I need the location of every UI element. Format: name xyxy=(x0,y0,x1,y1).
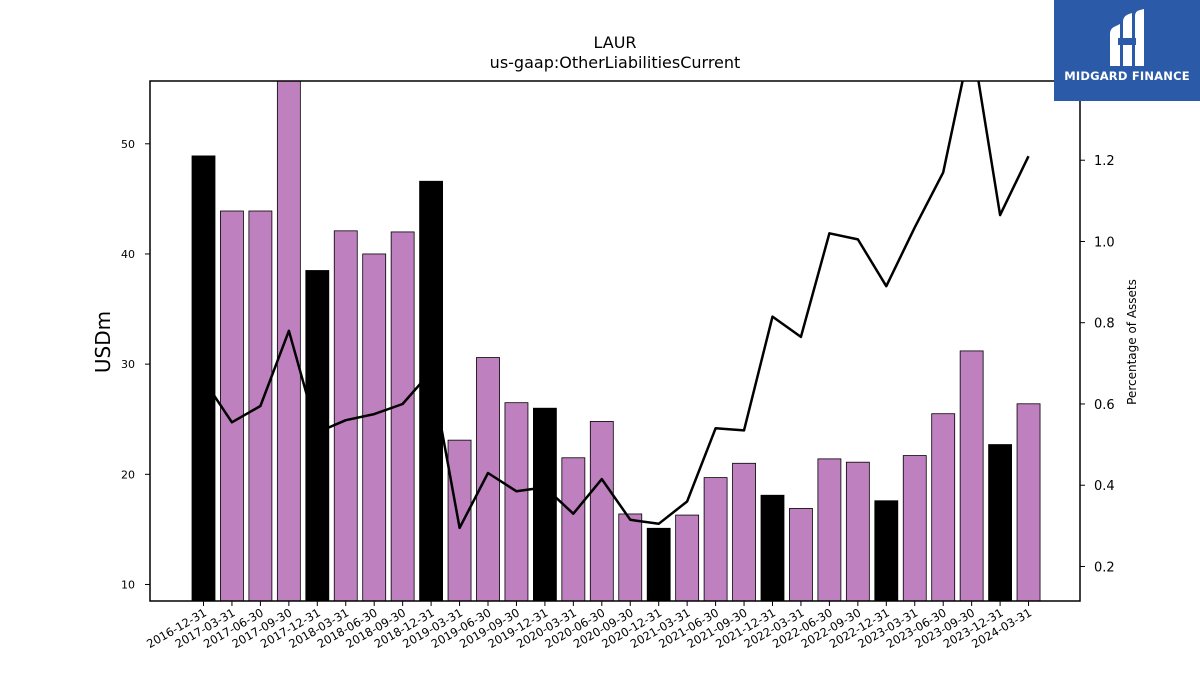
bar-2023-03-31 xyxy=(902,455,927,601)
bar-2024-03-31 xyxy=(1016,403,1041,601)
bar-2021-06-30 xyxy=(703,477,728,601)
midgard-logo-icon xyxy=(1110,9,1144,66)
y-axis-left: 10 20 30 40 50 xyxy=(121,138,150,591)
y2-tick-label: 1.2 xyxy=(1094,154,1115,169)
y2-axis-label: Percentage of Assets xyxy=(1125,279,1139,405)
bar-2022-09-30 xyxy=(845,461,870,601)
y-axis-right: 0.2 0.4 0.6 0.8 1.0 1.2 xyxy=(1080,154,1115,575)
percentage-line xyxy=(202,81,1030,530)
bar-2020-03-31 xyxy=(561,457,586,601)
bar-2018-03-31 xyxy=(333,230,358,601)
bar-2018-06-30 xyxy=(362,253,387,601)
y-tick-label: 30 xyxy=(121,358,135,371)
bar-2021-03-31 xyxy=(675,514,700,601)
bar-2018-09-30 xyxy=(390,231,415,601)
y-tick-label: 50 xyxy=(121,138,135,151)
y-tick-label: 40 xyxy=(121,248,135,261)
y2-tick-label: 0.6 xyxy=(1094,398,1115,413)
bar-2023-12-31 xyxy=(988,444,1012,601)
logo-text: MIDGARD FINANCE xyxy=(1064,69,1190,83)
bar-2022-12-31 xyxy=(874,500,899,601)
y2-tick-label: 0.4 xyxy=(1094,479,1115,494)
y-tick-label: 20 xyxy=(121,468,135,481)
bar-2022-03-31 xyxy=(789,508,813,601)
bar-2019-12-31 xyxy=(533,407,557,601)
bar-2016-12-31 xyxy=(191,155,216,601)
bar-2023-09-30 xyxy=(959,350,984,601)
y2-tick-label: 0.2 xyxy=(1094,560,1115,575)
bar-2020-12-31 xyxy=(646,527,671,601)
bar-2019-03-31 xyxy=(447,439,472,601)
bar-2017-09-30 xyxy=(276,81,301,601)
bar-2017-03-31 xyxy=(220,210,244,601)
bar-2021-12-31 xyxy=(760,494,785,601)
plot-frame xyxy=(149,80,1081,602)
bar-2019-09-30 xyxy=(504,402,529,601)
y-tick-label: 10 xyxy=(121,578,135,591)
bar-2020-09-30 xyxy=(618,513,643,601)
y2-tick-label: 0.8 xyxy=(1094,317,1115,332)
line-group xyxy=(202,81,1030,530)
chart-subtitle: us-gaap:OtherLiabilitiesCurrent xyxy=(490,53,741,72)
chart-title: LAUR xyxy=(593,33,636,52)
bar-2017-12-31 xyxy=(305,270,330,601)
bar-2022-06-30 xyxy=(817,458,842,601)
bar-2021-09-30 xyxy=(732,462,756,601)
y2-tick-label: 1.0 xyxy=(1094,235,1115,250)
bar-2020-06-30 xyxy=(589,421,614,601)
bar-2018-12-31 xyxy=(419,180,444,601)
x-axis: 2016-12-312017-03-312017-06-302017-09-30… xyxy=(144,601,1034,651)
bar-group xyxy=(191,81,1041,601)
y-axis-label: USDm xyxy=(91,311,115,373)
bar-2023-06-30 xyxy=(931,413,956,601)
midgard-finance-logo: MIDGARD FINANCE xyxy=(1054,0,1200,101)
